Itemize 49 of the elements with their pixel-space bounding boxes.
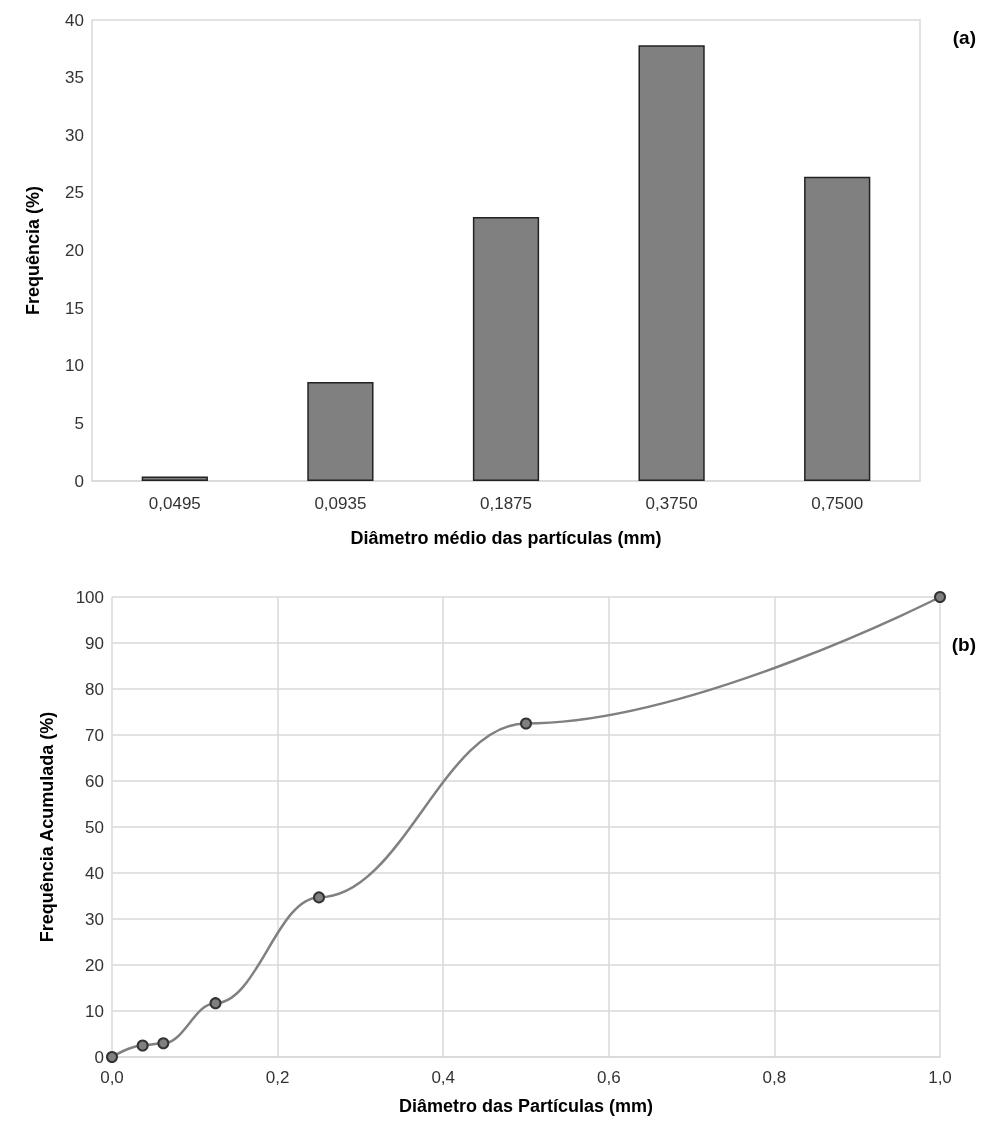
x-tick-label: 0,3750 (645, 494, 698, 513)
y-tick-label: 0 (74, 471, 84, 491)
point (136, 1039, 149, 1052)
y-axis-title: Frequência (%) (23, 185, 43, 316)
y-tick-label: 80 (85, 679, 104, 699)
bar (472, 217, 540, 481)
y-tick-label: 100 (75, 587, 104, 607)
y-tick-label: 40 (65, 10, 84, 30)
y-axis-title: Frequência Acumulada (%) (37, 711, 57, 943)
y-tick-label: 90 (85, 633, 104, 653)
x-tick-label: 0,0 (100, 1068, 124, 1087)
x-tick-label: 0,0935 (314, 494, 367, 513)
text: (b) (951, 634, 977, 655)
y-tick-label: 35 (65, 68, 84, 88)
x-axis-title: Diâmetro das Partículas (mm) (398, 1096, 654, 1116)
x-tick-label: 0,4 (431, 1068, 456, 1087)
y-tick-label: 30 (85, 909, 104, 929)
text: (a) (952, 27, 977, 48)
y-tick-label: 40 (85, 863, 104, 883)
y-tick-label: 10 (65, 356, 84, 376)
y-tick-label: 30 (65, 125, 84, 145)
point (520, 717, 532, 730)
y-tick-label: 70 (85, 725, 104, 745)
point (106, 1051, 118, 1063)
bar (141, 476, 208, 481)
y-tick-label: 50 (85, 817, 104, 837)
y-tick-label: 25 (65, 183, 84, 203)
y-tick-label: 60 (85, 771, 104, 791)
y-tick-label: 20 (85, 955, 104, 975)
point (313, 891, 325, 904)
x-tick-label: 0,1875 (480, 494, 532, 513)
point (934, 591, 946, 603)
y-tick-label: 15 (65, 298, 84, 318)
bar (307, 381, 374, 481)
y-tick-label: 20 (65, 241, 84, 260)
x-tick-label: 0,8 (762, 1068, 787, 1087)
x-tick-label: 0,7500 (811, 494, 864, 513)
y-tick-label: 0 (94, 1047, 104, 1067)
y-tick-label: 10 (85, 1001, 104, 1021)
point (157, 1037, 170, 1050)
bar (804, 176, 871, 481)
x-tick-label: 0,6 (596, 1068, 621, 1087)
point (209, 997, 222, 1010)
x-tick-label: 0,0495 (148, 494, 201, 513)
x-tick-label: 1,0 (928, 1068, 952, 1087)
bar (638, 45, 705, 481)
x-tick-label: 0,2 (265, 1068, 290, 1087)
x-axis-title: Diâmetro médio das partículas (mm) (350, 528, 662, 548)
y-tick-label: 5 (74, 413, 84, 433)
